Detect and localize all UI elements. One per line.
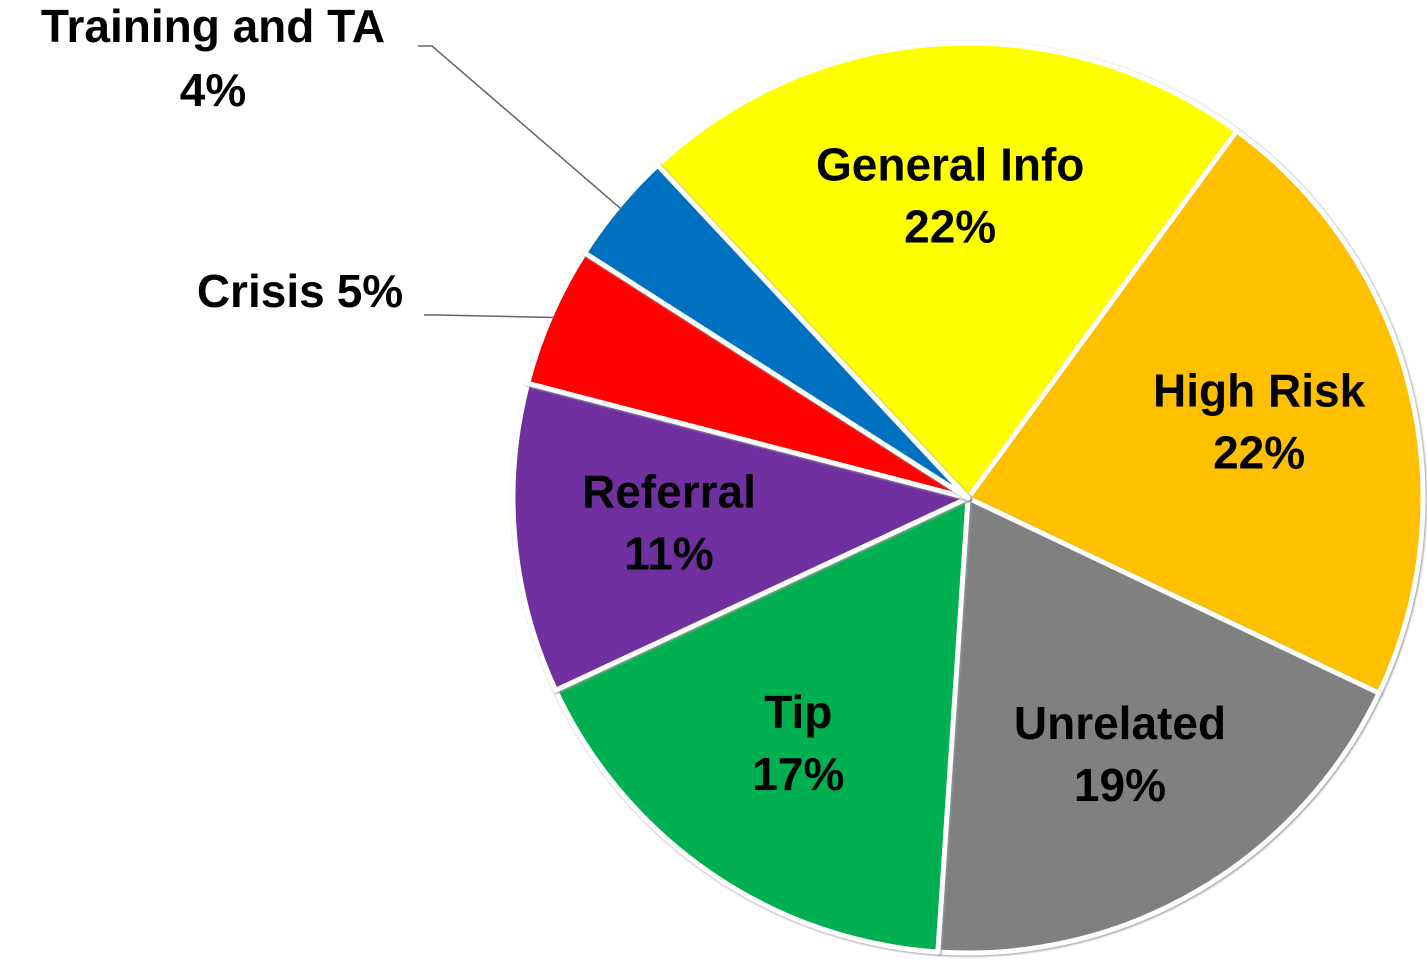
value-label: 22% (904, 200, 996, 252)
value-label: 22% (1213, 426, 1305, 478)
category-label: Training and TA (41, 0, 385, 52)
category-label: High Risk (1153, 364, 1366, 416)
value-label: 19% (1074, 759, 1166, 811)
category-label: Referral (582, 465, 756, 517)
pie-slice (965, 128, 1426, 696)
value-label: 11% (624, 527, 714, 579)
category-label: Crisis (197, 265, 325, 317)
value-label: 5% (337, 265, 403, 317)
category-label: Tip (764, 686, 832, 738)
pie-slice (553, 495, 971, 955)
pie-slice (655, 40, 1240, 501)
pie-slice (510, 380, 971, 693)
pie-slice (525, 250, 971, 501)
category-label: Unrelated (1014, 697, 1226, 749)
pie-slice (935, 495, 1382, 956)
value-label: 17% (752, 748, 844, 800)
slice-label: Crisis 5% (197, 265, 403, 317)
category-label: General Info (816, 138, 1084, 190)
leader-line (424, 314, 555, 319)
value-label: 4% (180, 64, 246, 116)
leader-line (418, 45, 622, 210)
